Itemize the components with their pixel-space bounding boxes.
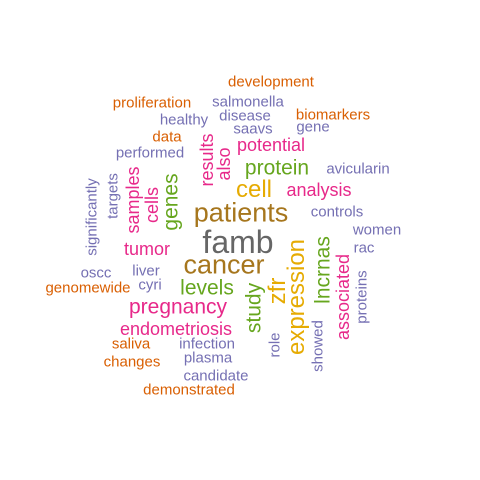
word-women: women <box>352 221 402 239</box>
word-samples: samples <box>123 166 143 234</box>
word-avicularin: avicularin <box>326 160 390 178</box>
word-pregnancy: pregnancy <box>128 295 228 319</box>
word-proliferation: proliferation <box>112 94 192 112</box>
word-rac: rac <box>353 239 375 257</box>
word-cancer: cancer <box>183 249 265 280</box>
word-saavs: saavs <box>233 120 273 138</box>
word-genomewide: genomewide <box>45 279 131 297</box>
word-famb: famb <box>202 224 274 260</box>
word-plasma: plasma <box>183 349 233 367</box>
word-development: development <box>228 73 314 91</box>
word-cells: cells <box>142 186 162 224</box>
word-analysis: analysis <box>286 180 352 200</box>
word-changes: changes <box>103 353 161 371</box>
word-data: data <box>152 128 182 146</box>
word-associated: associated <box>333 253 353 341</box>
word-liver: liver <box>132 262 160 280</box>
word-infection: infection <box>179 335 235 353</box>
word-role: role <box>266 332 284 358</box>
word-targets: targets <box>104 173 122 219</box>
word-salmonella: salmonella <box>212 93 284 111</box>
word-cyri: cyri <box>138 276 162 294</box>
word-potential: potential <box>236 135 306 155</box>
word-saliva: saliva <box>111 335 151 353</box>
word-genes: genes <box>159 173 183 231</box>
word-also: also <box>214 147 234 181</box>
word-cell: cell <box>235 176 273 203</box>
word-oscc: oscc <box>80 264 112 282</box>
word-healthy: healthy <box>159 111 209 129</box>
word-gene: gene <box>296 118 330 136</box>
word-levels: levels <box>180 276 234 300</box>
word-zfr: zfr <box>264 277 291 305</box>
word-tumor: tumor <box>123 239 171 259</box>
word-significantly: significantly <box>83 178 101 256</box>
word-demonstrated: demonstrated <box>143 381 235 399</box>
word-candidate: candidate <box>183 367 249 385</box>
word-patients: patients <box>193 197 289 228</box>
word-showed: showed <box>309 320 327 372</box>
word-disease: disease <box>219 107 271 125</box>
word-performed: performed <box>115 144 185 162</box>
word-proteins: proteins <box>353 270 371 324</box>
word-controls: controls <box>310 203 364 221</box>
word-endometriosis: endometriosis <box>119 319 233 339</box>
word-study: study <box>242 282 266 334</box>
word-protein: protein <box>244 156 310 180</box>
word-biomarkers: biomarkers <box>295 106 371 124</box>
word-lncrnas: lncrnas <box>311 236 335 304</box>
